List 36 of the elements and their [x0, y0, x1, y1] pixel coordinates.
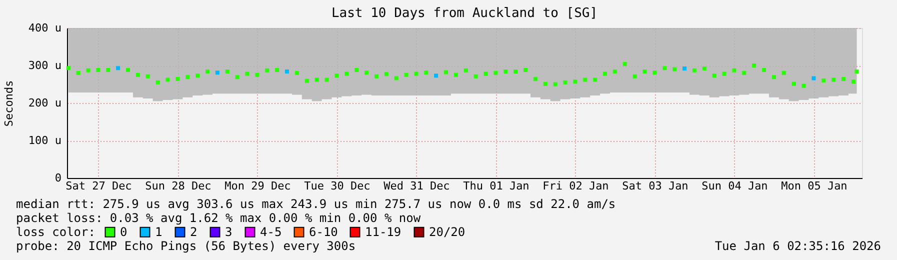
text: median rtt: 275.9 us avg 303.6 us max 243.9 us min 275.7 us now 0.0 ms sd 22.0 am/s	[16, 197, 616, 211]
x-tick-label: Fri 02 Jan	[542, 180, 609, 192]
x-tick-label: Thu 01 Jan	[463, 180, 530, 192]
text: packet loss: 0.03 % avg 1.62 % max 0.00 % min 0.00 % now	[16, 211, 422, 225]
legend-label: 11-19	[365, 225, 402, 240]
point	[116, 66, 120, 70]
y-tick-label: 300 u	[28, 59, 62, 72]
x-tick-label: Mon 05 Jan	[781, 180, 848, 192]
legend-label: 20/20	[429, 225, 466, 240]
legend-label: 6-10	[309, 225, 338, 240]
y-tick-label: 200 u	[28, 96, 62, 110]
legend-label: 1	[155, 225, 162, 240]
legend-label: 4-5	[260, 225, 282, 240]
x-tick-label: Sat 03 Jan	[622, 180, 688, 192]
chart-title: Last 10 Days from Auckland to [SG]	[331, 6, 598, 21]
x-tick-label: Sun 04 Jan	[702, 180, 768, 192]
point	[812, 76, 816, 80]
x-tick-label: Sat 27 Dec	[66, 180, 132, 192]
y-tick-label: 100 u	[28, 134, 62, 147]
x-tick-label: Wed 31 Dec	[384, 180, 450, 192]
point	[682, 66, 687, 70]
text: Tue Jan 6 02:35:16 2026	[714, 239, 881, 253]
x-tick-label: Mon 29 Dec	[224, 180, 291, 192]
legend-label: 0	[120, 225, 128, 240]
y-tick-label: 0	[54, 172, 62, 184]
legend-label: 2	[190, 225, 198, 240]
x-tick-label: Sun 28 Dec	[145, 180, 212, 192]
text: probe: 20 ICMP Echo Pings (56 Bytes) every 300s	[16, 239, 356, 253]
legend-label: 3	[225, 225, 232, 240]
legend-title: loss color:	[16, 225, 96, 239]
point	[285, 70, 290, 74]
point	[215, 70, 220, 75]
y-axis-title: Seconds	[2, 80, 16, 127]
y-tick-label: 400 u	[28, 22, 62, 34]
x-tick-label: Tue 30 Dec	[304, 180, 370, 192]
point	[434, 74, 438, 78]
